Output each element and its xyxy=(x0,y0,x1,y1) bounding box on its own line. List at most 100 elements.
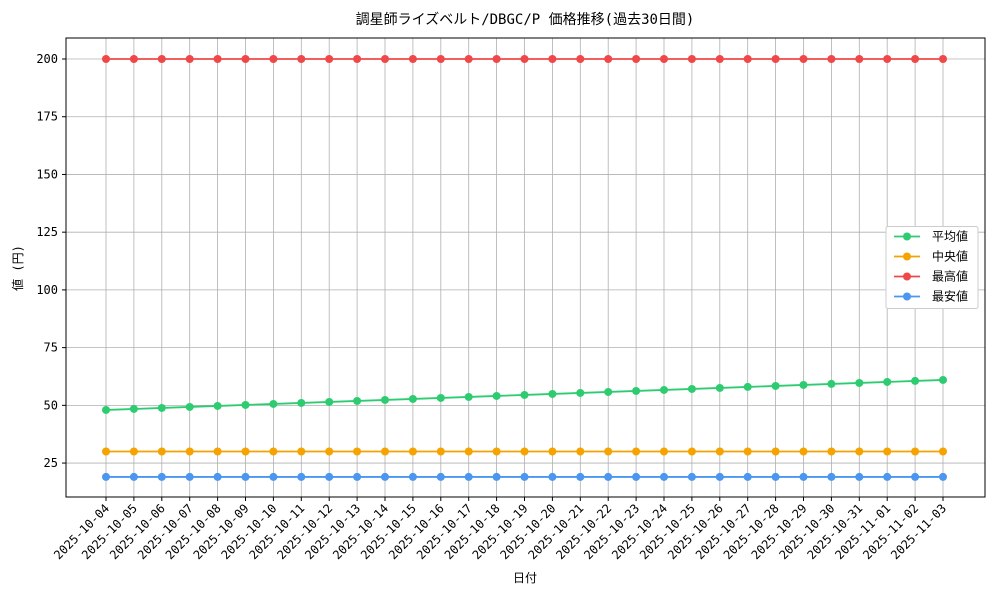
data-point xyxy=(353,472,362,481)
data-point xyxy=(660,385,668,394)
data-point xyxy=(185,447,194,456)
legend-label: 平均値 xyxy=(932,229,968,244)
data-point xyxy=(408,394,417,403)
data-point xyxy=(799,472,808,481)
data-point xyxy=(604,447,613,456)
data-point xyxy=(827,379,836,388)
y-tick-label: 125 xyxy=(36,225,58,239)
data-point xyxy=(660,55,668,64)
data-point xyxy=(827,472,836,481)
data-point xyxy=(827,447,836,456)
data-point xyxy=(771,55,780,64)
data-point xyxy=(548,55,557,64)
data-point xyxy=(632,55,641,64)
data-point xyxy=(771,381,780,390)
legend-marker xyxy=(903,272,911,281)
data-point xyxy=(185,55,194,64)
y-tick-label: 75 xyxy=(44,341,58,355)
data-point xyxy=(185,472,194,481)
data-point xyxy=(436,393,445,402)
data-point xyxy=(241,55,250,64)
data-point xyxy=(520,472,529,481)
data-point xyxy=(939,375,947,384)
data-point xyxy=(660,447,668,456)
data-point xyxy=(157,403,166,412)
data-point xyxy=(102,405,110,414)
data-point xyxy=(939,472,947,481)
data-point xyxy=(939,447,947,456)
legend-label: 最高値 xyxy=(932,269,968,284)
y-tick-label: 150 xyxy=(36,167,58,181)
plot-frame xyxy=(65,37,986,498)
data-point xyxy=(185,402,194,411)
y-axis-label: 値 (円) xyxy=(10,245,25,291)
data-point xyxy=(492,447,501,456)
data-point xyxy=(381,472,389,481)
data-point xyxy=(715,55,724,64)
plot-area xyxy=(66,38,985,497)
data-point xyxy=(353,396,362,405)
chart-title: 調星師ライズベルト/DBGC/P 価格推移(過去30日間) xyxy=(356,12,695,28)
data-point xyxy=(548,472,557,481)
data-point xyxy=(743,382,752,391)
data-point xyxy=(855,55,864,64)
data-point xyxy=(548,447,557,456)
data-point xyxy=(771,447,780,456)
data-point xyxy=(799,447,808,456)
data-point xyxy=(129,404,138,413)
data-point xyxy=(269,399,278,408)
data-point xyxy=(213,55,222,64)
data-point xyxy=(743,472,752,481)
data-point xyxy=(269,55,278,64)
data-point xyxy=(102,55,110,64)
data-point xyxy=(381,447,389,456)
data-point xyxy=(883,472,892,481)
data-point xyxy=(883,55,892,64)
legend-marker xyxy=(903,292,911,301)
data-point xyxy=(241,472,250,481)
data-point xyxy=(269,472,278,481)
data-point xyxy=(771,472,780,481)
data-point xyxy=(687,384,696,393)
data-point xyxy=(687,472,696,481)
data-point xyxy=(715,447,724,456)
data-point xyxy=(102,472,110,481)
data-point xyxy=(576,472,585,481)
data-point xyxy=(492,391,501,400)
data-point xyxy=(799,55,808,64)
y-tick-label: 100 xyxy=(36,283,58,297)
data-point xyxy=(520,55,529,64)
x-axis-label: 日付 xyxy=(513,571,537,585)
data-point xyxy=(353,55,362,64)
data-point xyxy=(911,55,920,64)
data-point xyxy=(743,55,752,64)
data-point xyxy=(604,472,613,481)
data-point xyxy=(157,55,166,64)
data-point xyxy=(464,447,473,456)
data-point xyxy=(632,472,641,481)
data-point xyxy=(436,55,445,64)
data-point xyxy=(576,447,585,456)
data-point xyxy=(408,447,417,456)
data-point xyxy=(939,55,947,64)
data-point xyxy=(353,447,362,456)
y-tick-label: 50 xyxy=(44,398,58,412)
data-point xyxy=(604,387,613,396)
data-point xyxy=(325,447,334,456)
data-point xyxy=(213,401,222,410)
data-point xyxy=(408,55,417,64)
data-point xyxy=(381,55,389,64)
data-point xyxy=(241,447,250,456)
data-point xyxy=(102,447,110,456)
data-point xyxy=(157,472,166,481)
data-point xyxy=(855,447,864,456)
data-point xyxy=(827,55,836,64)
data-point xyxy=(576,388,585,397)
data-point xyxy=(297,55,306,64)
y-tick-label: 200 xyxy=(36,52,58,66)
data-point xyxy=(408,472,417,481)
data-point xyxy=(436,472,445,481)
data-point xyxy=(464,55,473,64)
